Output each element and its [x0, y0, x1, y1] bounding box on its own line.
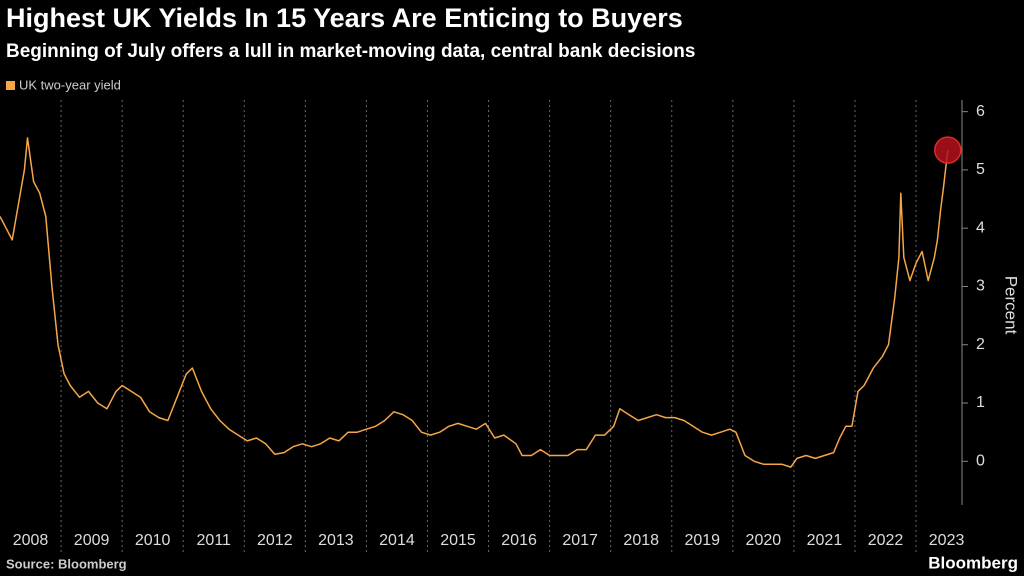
- x-tick-label: 2009: [74, 532, 110, 549]
- x-tick-label: 2008: [13, 532, 49, 549]
- x-tick-label: 2021: [807, 532, 843, 549]
- highlight-marker: [934, 136, 962, 164]
- x-tick-label: 2016: [501, 532, 537, 549]
- x-tick-label: 2019: [684, 532, 720, 549]
- x-tick-label: 2011: [197, 532, 232, 549]
- x-tick-label: 2020: [746, 532, 782, 549]
- x-tick-label: 2012: [257, 532, 293, 549]
- x-tick-label: 2023: [929, 532, 965, 549]
- x-tick-label: 2015: [440, 532, 476, 549]
- source: Source: Bloomberg: [6, 556, 127, 571]
- x-tick-label: 2013: [318, 532, 354, 549]
- x-tick-label: 2017: [562, 532, 598, 549]
- y-tick-label: 3: [976, 278, 985, 295]
- y-tick-label: 6: [976, 103, 985, 120]
- line-series: [0, 137, 949, 468]
- x-tick-label: 2018: [623, 532, 659, 549]
- logo: Bloomberg: [928, 553, 1018, 572]
- y-axis-label: Percent: [1002, 276, 1021, 335]
- chart-title: Highest UK Yields In 15 Years Are Entici…: [6, 3, 683, 33]
- x-tick-label: 2022: [868, 532, 904, 549]
- legend-swatch: [6, 81, 15, 90]
- x-tick-label: 2010: [135, 532, 171, 549]
- y-tick-label: 2: [976, 336, 985, 353]
- y-tick-label: 4: [976, 219, 985, 236]
- y-tick-label: 1: [976, 394, 985, 411]
- legend-label: UK two-year yield: [19, 77, 121, 92]
- y-tick-label: 0: [976, 453, 985, 470]
- y-tick-label: 5: [976, 161, 985, 178]
- x-tick-label: 2014: [379, 532, 415, 549]
- chart-subtitle: Beginning of July offers a lull in marke…: [6, 41, 695, 62]
